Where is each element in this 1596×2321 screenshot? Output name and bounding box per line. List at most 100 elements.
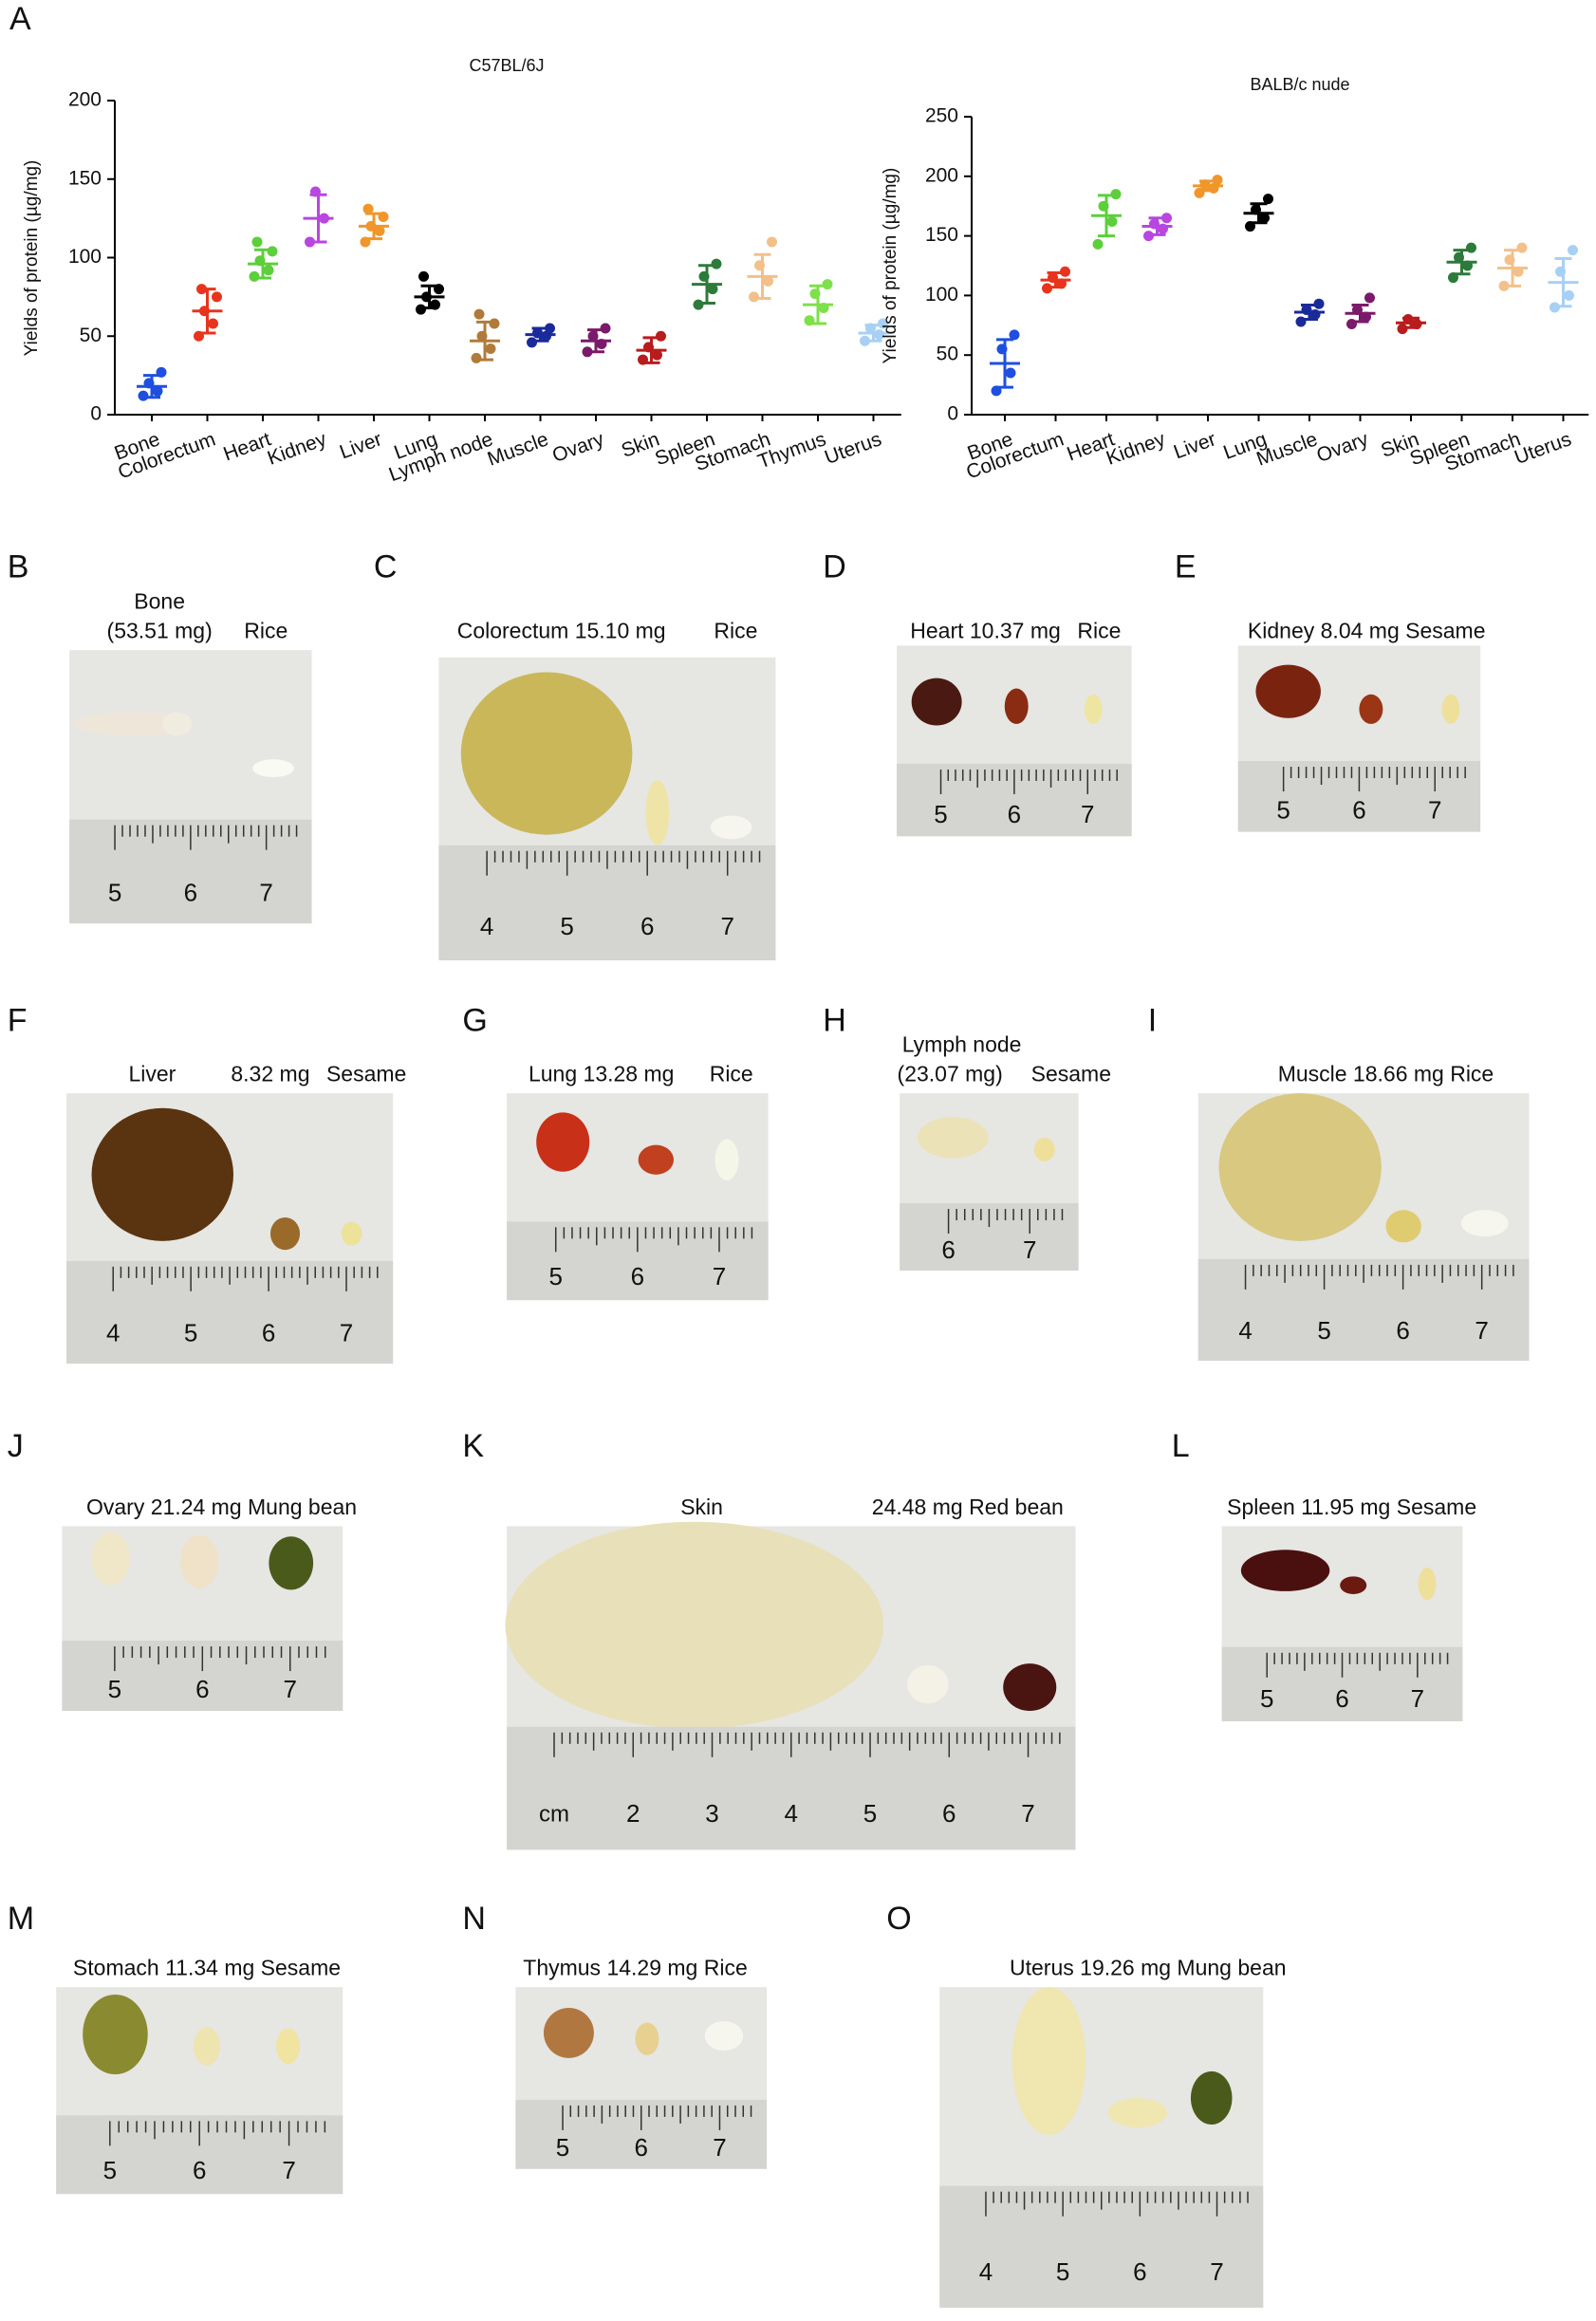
data-point [527,337,537,348]
ruler-number: 6 [195,1675,209,1703]
y-tick-label: 100 [68,246,102,268]
panel-letter: B [8,548,29,585]
specimen [1084,694,1103,724]
data-point [212,291,222,303]
panel-label: Spleen 11.95 mg Sesame [1227,1495,1476,1519]
ruler-number: 7 [1428,796,1441,825]
ruler-number: 5 [556,2133,569,2162]
panel-label: (23.07 mg) [898,1062,1003,1086]
ruler-number: 6 [193,2156,206,2184]
specimen [193,2027,220,2066]
panel-label: 24.48 mg Red bean [872,1495,1064,1519]
data-point [152,385,163,397]
ruler-number: 7 [713,1262,726,1290]
specimen [276,2028,301,2065]
data-point [656,330,666,342]
specimen [917,1117,989,1159]
panel-letter: C [374,548,398,585]
data-point [707,284,718,295]
ruler-number: 5 [560,912,573,940]
ruler-number: 6 [942,1799,956,1828]
panel-letter: N [462,1901,486,1937]
y-tick-label: 200 [68,89,102,111]
specimen [269,1536,314,1590]
specimen [91,1107,234,1241]
data-point [251,236,263,248]
specimen [1385,1210,1421,1243]
panel-label: Rice [710,1062,753,1086]
data-point [822,279,833,290]
panel-letter: G [462,1002,487,1038]
data-point [1005,367,1016,379]
y-tick-label: 150 [925,224,958,246]
specimen [505,1521,884,1729]
panel-label: Sesame [326,1062,406,1086]
panel-letter: I [1148,1002,1157,1038]
panel-label: Skin [680,1495,723,1519]
ruler-number: 6 [1396,1316,1409,1345]
panel-label: Heart 10.37 mg [910,618,1061,642]
specimen [1004,688,1029,724]
data-point [763,275,773,287]
data-point [489,318,500,329]
ruler-number: 7 [284,1675,297,1703]
ruler-number: 7 [1411,1684,1424,1713]
panel-label: Liver [128,1062,176,1086]
specimen [536,1112,590,1172]
ruler-number: 5 [1260,1684,1273,1713]
data-point [1263,194,1273,205]
specimen [1418,1567,1437,1601]
data-point [767,236,777,248]
y-axis-label: Yields of protein (µg/mg) [22,160,42,357]
ruler-number: 6 [1008,800,1021,828]
ruler-number: 5 [108,1675,121,1703]
chart-title: BALB/c nude [1250,75,1349,94]
panel-letter: O [886,1901,911,1937]
data-point [1564,289,1574,301]
ruler-number: 5 [548,1262,562,1290]
y-tick-label: 0 [90,403,102,425]
data-point [1568,245,1578,256]
data-point [1106,216,1118,228]
panel-letter: M [8,1901,34,1937]
specimen [1359,694,1383,724]
data-point [471,352,482,363]
ruler-number: 2 [626,1799,640,1828]
data-point [362,203,374,214]
specimen [1107,2097,1168,2128]
y-tick-label: 50 [937,344,958,365]
y-tick-label: 200 [925,164,958,186]
panel-label: Rice [1077,618,1121,642]
specimen [1340,1576,1367,1595]
ruler-number: 7 [282,2156,295,2184]
ruler-number: 5 [863,1799,877,1828]
ruler-number: 5 [1276,796,1290,825]
specimen [645,780,670,845]
ruler-unit: cm [539,1801,569,1827]
ruler-number: 6 [1335,1684,1348,1713]
specimen [1460,1210,1509,1237]
data-point [1161,213,1172,224]
panel-label: Muscle 18.66 mg Rice [1278,1062,1494,1086]
specimen [1033,1137,1055,1161]
data-point [600,323,611,334]
ruler-number: 3 [705,1799,718,1828]
panel-label: Kidney 8.04 mg Sesame [1248,618,1486,642]
panel-letter: J [8,1428,24,1464]
panel-label: Stomach 11.34 mg Sesame [73,1956,341,1980]
ruler-number: 6 [1133,2257,1146,2286]
panel-label: Ovary 21.24 mg Mung bean [86,1495,357,1519]
data-point [267,246,278,257]
specimen [341,1221,362,1246]
ruler-number: 4 [785,1799,798,1828]
ruler-number: 7 [1021,1799,1034,1828]
ruler-number: 7 [713,2133,726,2162]
data-point [693,299,704,310]
panel-label: Lymph node [902,1031,1022,1056]
data-point [652,349,662,361]
data-point [1364,292,1375,304]
specimen [704,2020,744,2052]
ruler-number: 4 [480,912,493,940]
specimen [252,759,294,777]
specimen [162,712,193,736]
